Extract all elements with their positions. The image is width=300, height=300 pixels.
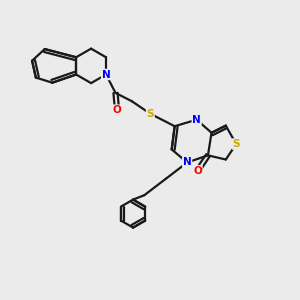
Text: N: N [192, 115, 201, 125]
Text: S: S [232, 139, 240, 149]
Text: N: N [102, 70, 110, 80]
Text: S: S [146, 109, 154, 119]
Text: O: O [193, 166, 202, 176]
Text: O: O [112, 105, 122, 115]
Text: N: N [183, 158, 191, 167]
